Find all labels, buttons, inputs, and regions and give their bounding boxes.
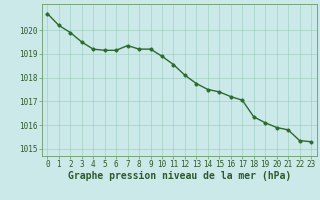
X-axis label: Graphe pression niveau de la mer (hPa): Graphe pression niveau de la mer (hPa) — [68, 171, 291, 181]
